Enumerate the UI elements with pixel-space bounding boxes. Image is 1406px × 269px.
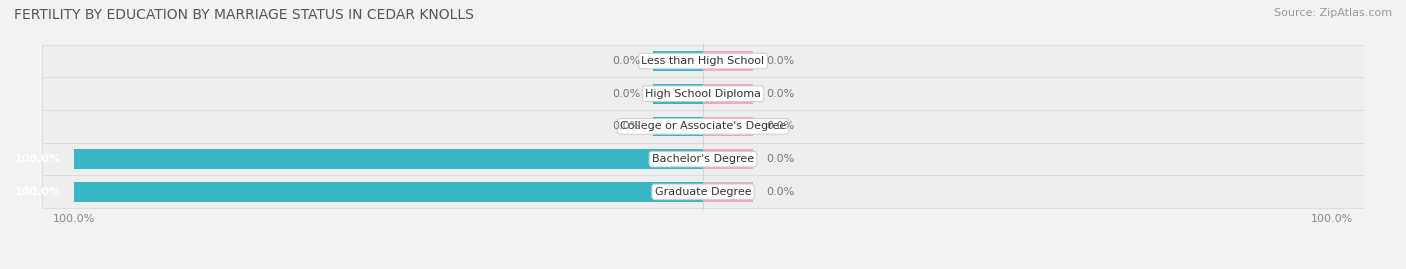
Text: Source: ZipAtlas.com: Source: ZipAtlas.com bbox=[1274, 8, 1392, 18]
Bar bbox=[703, 84, 754, 104]
Text: 0.0%: 0.0% bbox=[766, 89, 794, 99]
Bar bbox=[42, 110, 1364, 143]
Bar bbox=[703, 149, 754, 169]
Bar bbox=[42, 77, 1364, 110]
Bar bbox=[703, 117, 754, 136]
Bar bbox=[73, 182, 703, 202]
Bar bbox=[42, 143, 1364, 175]
Text: 0.0%: 0.0% bbox=[766, 187, 794, 197]
Text: 0.0%: 0.0% bbox=[766, 56, 794, 66]
Text: 0.0%: 0.0% bbox=[612, 89, 640, 99]
Text: 100.0%: 100.0% bbox=[15, 187, 60, 197]
Text: FERTILITY BY EDUCATION BY MARRIAGE STATUS IN CEDAR KNOLLS: FERTILITY BY EDUCATION BY MARRIAGE STATU… bbox=[14, 8, 474, 22]
Text: Bachelor's Degree: Bachelor's Degree bbox=[652, 154, 754, 164]
Text: 0.0%: 0.0% bbox=[612, 56, 640, 66]
Text: Graduate Degree: Graduate Degree bbox=[655, 187, 751, 197]
Bar bbox=[42, 175, 1364, 208]
Bar bbox=[703, 51, 754, 71]
Text: 0.0%: 0.0% bbox=[766, 121, 794, 132]
Bar bbox=[703, 182, 754, 202]
Text: 0.0%: 0.0% bbox=[612, 121, 640, 132]
Text: 0.0%: 0.0% bbox=[766, 154, 794, 164]
Text: 100.0%: 100.0% bbox=[15, 154, 60, 164]
Text: High School Diploma: High School Diploma bbox=[645, 89, 761, 99]
Bar bbox=[73, 149, 703, 169]
Bar bbox=[652, 51, 703, 71]
Text: Less than High School: Less than High School bbox=[641, 56, 765, 66]
Bar bbox=[652, 117, 703, 136]
Text: College or Associate's Degree: College or Associate's Degree bbox=[620, 121, 786, 132]
Bar bbox=[652, 84, 703, 104]
Bar bbox=[42, 45, 1364, 77]
